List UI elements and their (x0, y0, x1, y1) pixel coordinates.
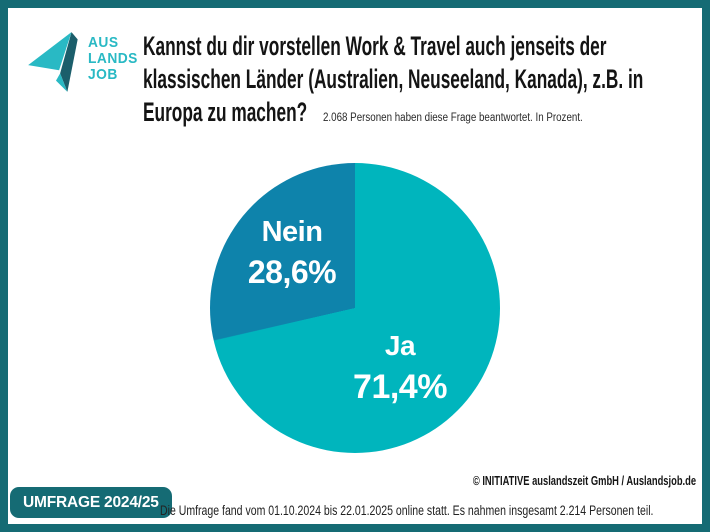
survey-sample-subtitle: 2.068 Personen haben diese Frage beantwo… (323, 112, 583, 124)
slice-value: 71,4% (353, 368, 447, 406)
title-line-2: klassischen Länder (Australien, Neuseela… (143, 64, 644, 94)
survey-year-badge: UMFRAGE 2024/25 (10, 487, 172, 518)
pie-chart (210, 163, 500, 453)
logo-line: AUS (88, 34, 119, 51)
logo-line: LANDS (88, 50, 138, 67)
survey-period-note: Die Umfrage fand vom 01.10.2024 bis 22.0… (160, 503, 654, 518)
pie-label-nein: Nein 28,6% (217, 214, 367, 294)
logo-line: JOB (88, 66, 118, 83)
title-line-1: Kannst du dir vorstellen Work & Travel a… (143, 31, 607, 61)
pie-label-ja: Ja 71,4% (325, 328, 475, 410)
survey-question-title: Kannst du dir vorstellen Work & Travel a… (143, 30, 702, 129)
slice-label: Ja (384, 330, 416, 361)
title-line-3: Europa zu machen? (143, 97, 308, 127)
slice-label: Nein (261, 216, 323, 248)
slice-value: 28,6% (247, 254, 337, 290)
copyright-text: © INITIATIVE auslandszeit GmbH / Ausland… (472, 473, 696, 488)
paper-plane-icon (28, 32, 78, 92)
auslandsjob-logo-text: AUS LANDS JOB (88, 35, 138, 83)
